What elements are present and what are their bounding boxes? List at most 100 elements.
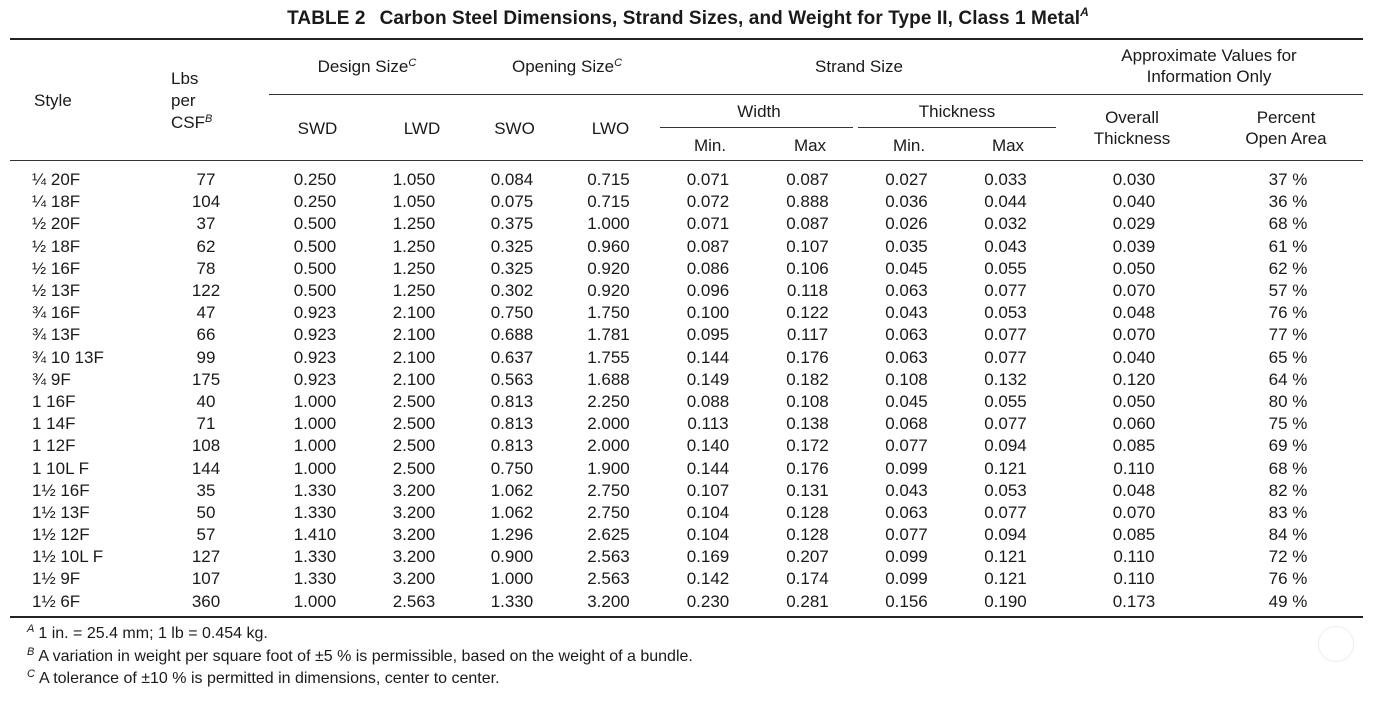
cell-swd: 0.923 <box>293 347 337 367</box>
cell-overall-thickness: 0.039 <box>1112 236 1156 256</box>
cell-lbs-per-csf: 107 <box>191 569 221 589</box>
cell-thickness-max: 0.077 <box>984 325 1027 345</box>
cell-lbs-per-csf: 77 <box>196 170 216 190</box>
cell-lwd: 2.500 <box>392 391 436 411</box>
cell-swd: 1.330 <box>293 502 337 522</box>
cell-overall-thickness: 0.070 <box>1112 325 1156 345</box>
table-row: 1½ 10L F 127 1.330 3.200 0.900 2.563 0.169 0.20… <box>10 546 1363 568</box>
cell-thickness-min: 0.156 <box>885 591 928 611</box>
cell-width-max: 0.122 <box>786 303 829 323</box>
cell-overall-thickness: 0.050 <box>1112 391 1156 411</box>
cell-thickness-min: 0.068 <box>885 414 928 434</box>
cell-width-max: 0.118 <box>786 281 829 301</box>
cell-lbs-per-csf: 71 <box>196 414 216 434</box>
cell-lbs-per-csf: 127 <box>191 547 221 567</box>
cell-lwo: 3.200 <box>587 591 630 611</box>
header-lwd: LWD <box>403 119 441 138</box>
header-design-size: Design SizeC <box>269 56 465 77</box>
table-row: ¾ 16F 47 0.923 2.100 0.750 1.750 0.100 0.122 0.0… <box>10 302 1363 324</box>
cell-thickness-max: 0.121 <box>984 547 1027 567</box>
cell-swo: 0.375 <box>490 214 534 234</box>
cell-width-min: 0.113 <box>687 414 729 434</box>
cell-lbs-per-csf: 104 <box>191 192 221 212</box>
cell-width-max: 0.128 <box>786 525 829 545</box>
cell-lwo: 2.000 <box>587 436 630 456</box>
cell-thickness-max: 0.077 <box>984 347 1027 367</box>
cell-percent-open-area: 68 % <box>1268 214 1308 234</box>
header-lbs-line1: Lbs <box>171 69 199 88</box>
cell-percent-open-area: 65 % <box>1268 347 1308 367</box>
table-row: 1 12F 108 1.000 2.500 0.813 2.000 0.140 0.172 0.… <box>10 435 1363 457</box>
cell-width-min: 0.096 <box>686 281 730 301</box>
cell-width-max: 0.176 <box>786 458 829 478</box>
cell-lbs-per-csf: 40 <box>196 391 216 411</box>
cell-lwd: 2.500 <box>392 414 436 434</box>
cell-lwd: 3.200 <box>392 480 436 500</box>
header-approximate-values: Approximate Values for Information Only <box>1063 45 1355 87</box>
cell-overall-thickness: 0.060 <box>1112 414 1156 434</box>
cell-percent-open-area: 36 % <box>1268 192 1308 212</box>
cell-width-min: 0.071 <box>686 170 730 190</box>
cell-thickness-min: 0.063 <box>885 347 928 367</box>
cell-lwo: 2.250 <box>587 391 630 411</box>
cell-swd: 0.923 <box>293 303 337 323</box>
header-overall-thickness: Overall Thickness <box>1070 107 1194 149</box>
cell-thickness-min: 0.036 <box>885 192 928 212</box>
cell-swd: 0.500 <box>293 236 337 256</box>
cell-width-min: 0.104 <box>686 502 730 522</box>
cell-style: 1 16F <box>32 391 76 411</box>
cell-width-max: 0.131 <box>786 480 829 500</box>
header-strand-size: Strand Size <box>815 57 903 76</box>
table-row: ¾ 13F 66 0.923 2.100 0.688 1.781 0.095 0.117 0.0… <box>10 324 1363 346</box>
cell-thickness-min: 0.026 <box>885 214 928 234</box>
cell-lwd: 1.050 <box>392 170 436 190</box>
footnote-b-text: A variation in weight per square foot of… <box>38 648 693 665</box>
cell-lwo: 1.000 <box>587 214 630 234</box>
cell-swo: 1.062 <box>490 480 534 500</box>
cell-style: ½ 13F <box>32 281 81 301</box>
cell-lbs-per-csf: 78 <box>196 258 216 278</box>
footnote-a-text: 1 in. = 25.4 mm; 1 lb = 0.454 kg. <box>38 625 268 642</box>
cell-style: 1½ 16F <box>32 480 90 500</box>
cell-thickness-min: 0.043 <box>885 480 928 500</box>
cell-thickness-max: 0.132 <box>984 369 1027 389</box>
cell-width-min: 0.104 <box>686 525 730 545</box>
cell-lwo: 2.750 <box>587 480 630 500</box>
cell-overall-thickness: 0.040 <box>1112 192 1156 212</box>
table-row: ½ 18F 62 0.500 1.250 0.325 0.960 0.087 0.107 0.0… <box>10 236 1363 258</box>
header-lbs-per-csf: Lbs per CSFB <box>171 68 212 134</box>
cell-thickness-max: 0.094 <box>984 525 1027 545</box>
header-top-rule <box>10 38 1363 40</box>
cell-width-min: 0.071 <box>686 214 730 234</box>
cell-lwd: 1.250 <box>392 258 436 278</box>
cell-style: ¼ 20F <box>32 170 81 190</box>
header-lwo: LWO <box>591 119 630 138</box>
cell-width-max: 0.207 <box>786 547 829 567</box>
cell-lbs-per-csf: 360 <box>191 591 221 611</box>
cell-width-min: 0.107 <box>686 480 730 500</box>
cell-lbs-per-csf: 37 <box>196 214 216 234</box>
cell-swo: 0.813 <box>490 414 534 434</box>
cell-style: 1½ 10L F <box>32 547 104 567</box>
table-title: TABLE 2 Carbon Steel Dimensions, Strand S… <box>0 6 1376 30</box>
cell-width-max: 0.087 <box>786 170 829 190</box>
cell-overall-thickness: 0.029 <box>1112 214 1156 234</box>
cell-lwd: 3.200 <box>392 525 436 545</box>
header-design-note: C <box>408 57 417 69</box>
cell-swo: 1.000 <box>490 569 534 589</box>
cell-lbs-per-csf: 175 <box>191 369 221 389</box>
cell-lwd: 1.250 <box>392 214 436 234</box>
table-row: 1 14F 71 1.000 2.500 0.813 2.000 0.113 0.138 0.0… <box>10 413 1363 435</box>
cell-thickness-min: 0.077 <box>885 525 928 545</box>
cell-thickness-max: 0.032 <box>984 214 1027 234</box>
cell-overall-thickness: 0.048 <box>1112 303 1156 323</box>
cell-overall-thickness: 0.085 <box>1112 525 1156 545</box>
cell-swo: 0.075 <box>490 192 534 212</box>
header-thickness: Thickness <box>918 102 996 121</box>
cell-swd: 1.000 <box>293 391 337 411</box>
cell-percent-open-area: 82 % <box>1268 480 1308 500</box>
table-row: ¾ 10 13F 99 0.923 2.100 0.637 1.755 0.144 0.176… <box>10 347 1363 369</box>
cell-swo: 0.813 <box>490 436 534 456</box>
